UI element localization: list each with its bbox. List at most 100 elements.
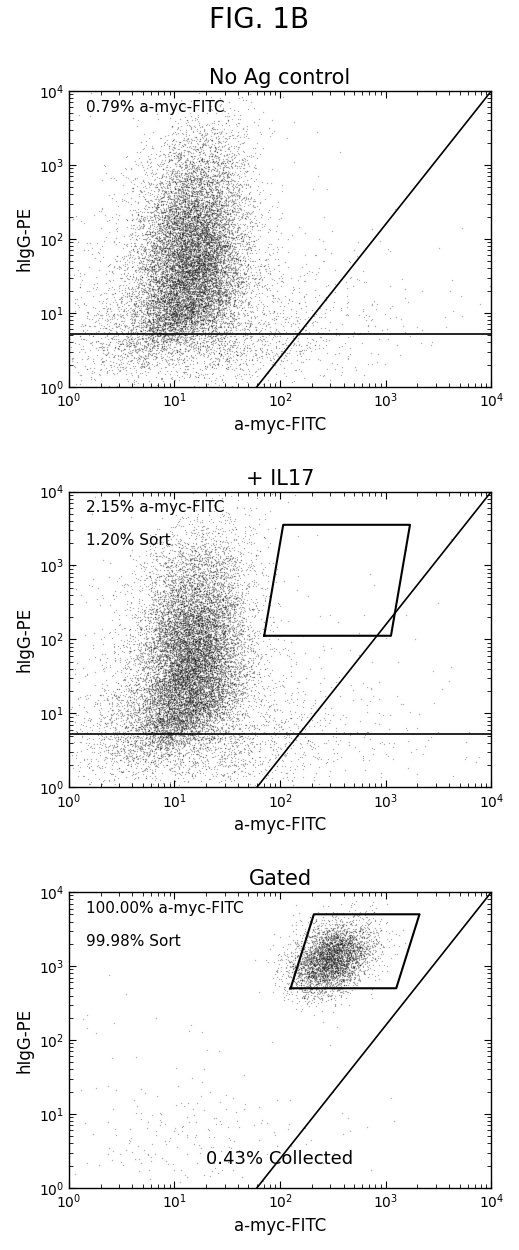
Point [239, 221, 247, 241]
Point [197, 600, 205, 620]
Point [215, 578, 224, 598]
Point [186, 173, 194, 192]
Point [102, 748, 111, 768]
Point [197, 615, 206, 635]
Point [338, 970, 347, 990]
Point [126, 705, 134, 725]
Point [124, 335, 132, 355]
Point [321, 239, 329, 259]
Point [187, 205, 196, 225]
Point [159, 278, 168, 298]
Point [196, 232, 204, 253]
Point [197, 310, 206, 330]
Point [150, 290, 158, 310]
Point [208, 236, 216, 256]
Point [155, 618, 163, 638]
Point [336, 955, 345, 975]
Point [125, 285, 133, 305]
Point [191, 264, 199, 284]
Point [195, 260, 203, 280]
Point [346, 939, 354, 959]
Point [247, 288, 255, 308]
Point [121, 235, 130, 255]
Point [147, 206, 156, 226]
Point [351, 932, 359, 952]
Point [157, 344, 165, 364]
Point [204, 642, 213, 662]
Point [138, 602, 146, 622]
Point [233, 177, 241, 198]
Point [176, 664, 184, 684]
Point [208, 173, 216, 192]
Point [169, 711, 177, 731]
Point [248, 269, 256, 289]
Point [210, 188, 218, 208]
Point [182, 330, 190, 350]
Point [128, 278, 136, 298]
Point [353, 944, 362, 964]
Point [205, 611, 213, 631]
Point [165, 290, 173, 310]
Point [221, 621, 229, 641]
Point [175, 566, 183, 586]
Point [182, 261, 190, 281]
Point [194, 240, 202, 260]
Point [184, 606, 193, 626]
Point [202, 599, 211, 619]
Point [169, 315, 177, 335]
Point [162, 248, 170, 268]
Point [218, 291, 226, 311]
Point [174, 256, 182, 276]
Point [181, 330, 189, 350]
Point [109, 1140, 117, 1160]
Point [235, 744, 243, 764]
Point [233, 614, 241, 634]
Point [142, 700, 150, 720]
Point [102, 305, 110, 325]
Point [196, 642, 204, 662]
Point [151, 318, 159, 338]
Point [146, 744, 155, 764]
Point [204, 244, 212, 264]
Point [157, 693, 165, 712]
Point [332, 932, 340, 952]
Point [211, 321, 219, 341]
Point [216, 245, 225, 265]
Point [157, 290, 166, 310]
Point [86, 316, 94, 336]
Point [205, 177, 213, 198]
Point [195, 278, 203, 298]
Point [204, 651, 213, 671]
Point [234, 670, 242, 690]
Point [183, 611, 192, 631]
Point [229, 564, 237, 584]
Point [154, 686, 162, 706]
Point [187, 642, 195, 662]
Point [192, 614, 200, 634]
Point [160, 614, 168, 634]
Point [198, 230, 207, 250]
Point [107, 345, 116, 365]
Point [149, 314, 157, 334]
Point [152, 704, 160, 724]
Point [214, 232, 222, 253]
Point [212, 564, 220, 584]
Point [159, 180, 167, 200]
Point [279, 296, 288, 316]
Point [272, 291, 281, 311]
Point [183, 286, 191, 306]
Point [205, 369, 213, 389]
Point [181, 325, 189, 345]
Point [194, 291, 202, 311]
Point [122, 234, 131, 254]
Point [168, 321, 176, 341]
Point [174, 591, 182, 611]
Point [185, 248, 194, 268]
Point [181, 258, 189, 278]
Point [156, 338, 165, 357]
Point [193, 546, 201, 566]
Point [184, 272, 192, 292]
Point [333, 942, 342, 962]
Point [147, 639, 155, 659]
Point [154, 290, 162, 310]
